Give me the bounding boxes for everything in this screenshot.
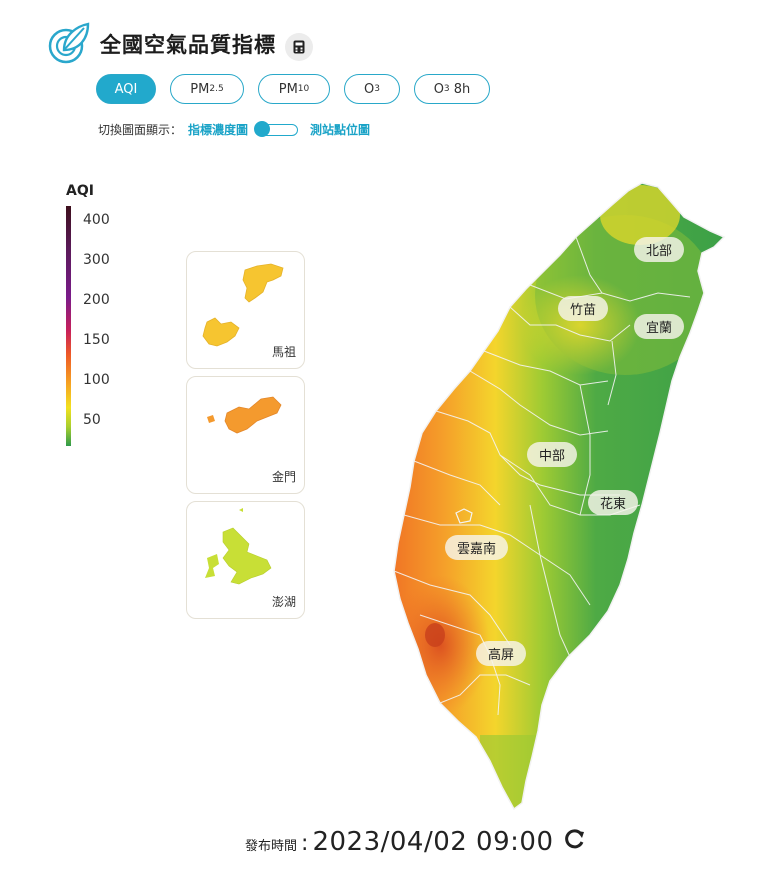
inset-penghu[interactable]: 澎湖 bbox=[186, 501, 305, 619]
legend-tick: 150 bbox=[83, 332, 110, 348]
page-title: 全國空氣品質指標 bbox=[100, 33, 276, 57]
calculator-button[interactable] bbox=[285, 33, 313, 61]
publish-time-label: 發布時間 bbox=[245, 839, 298, 854]
publish-timestamp: 2023/04/02 09:00 bbox=[312, 827, 554, 857]
tab-pm25[interactable]: PM 2.5 bbox=[170, 74, 244, 104]
region-label-yilan[interactable]: 宜蘭 bbox=[634, 314, 685, 339]
publish-time-separator: : bbox=[301, 831, 309, 856]
region-label-hsinchu-miaoli[interactable]: 竹苗 bbox=[558, 296, 609, 321]
legend-tick: 50 bbox=[83, 412, 101, 428]
switch-option-stations[interactable]: 測站點位圖 bbox=[310, 123, 371, 137]
tab-pm10[interactable]: PM 10 bbox=[258, 74, 330, 104]
legend-title: AQI bbox=[66, 183, 94, 199]
legend-tick: 200 bbox=[83, 292, 110, 308]
leaf-logo-icon bbox=[48, 22, 90, 64]
display-switch: 切換圖面顯示： 指標濃度圖 測站點位圖 bbox=[98, 120, 371, 138]
tab-aqi[interactable]: AQI bbox=[96, 74, 156, 104]
switch-option-concentration[interactable]: 指標濃度圖 bbox=[188, 123, 249, 137]
region-label-north[interactable]: 北部 bbox=[634, 237, 685, 262]
inset-kinmen[interactable]: 金門 bbox=[186, 376, 305, 494]
calculator-icon bbox=[293, 40, 305, 54]
inset-name: 澎湖 bbox=[271, 595, 296, 609]
inset-name: 金門 bbox=[271, 470, 296, 484]
legend-tick: 100 bbox=[83, 372, 110, 388]
region-label-hualien-taitung[interactable]: 花東 bbox=[588, 490, 639, 515]
region-label-central[interactable]: 中部 bbox=[527, 442, 578, 467]
matsu-map bbox=[202, 263, 284, 347]
taiwan-aqi-map[interactable]: 北部 竹苗 宜蘭 中部 花東 雲嘉南 高屏 bbox=[380, 175, 740, 820]
penghu-map bbox=[205, 508, 272, 585]
kinmen-map bbox=[207, 396, 282, 434]
region-label-yunlin-chiayi-tainan[interactable]: 雲嘉南 bbox=[445, 535, 509, 560]
region-label-kaohsiung-pingtung[interactable]: 高屏 bbox=[476, 641, 527, 666]
legend-tick: 300 bbox=[83, 252, 110, 268]
publish-time: 發布時間 : 2023/04/02 09:00 bbox=[245, 827, 586, 857]
aqi-color-scale bbox=[66, 206, 71, 446]
switch-label: 切換圖面顯示： bbox=[98, 123, 183, 137]
inset-matsu[interactable]: 馬祖 bbox=[186, 251, 305, 369]
inset-name: 馬祖 bbox=[271, 345, 296, 359]
refresh-icon[interactable] bbox=[564, 828, 586, 850]
display-toggle[interactable] bbox=[254, 120, 299, 137]
legend-tick: 400 bbox=[83, 212, 110, 228]
toggle-knob[interactable] bbox=[254, 120, 271, 137]
